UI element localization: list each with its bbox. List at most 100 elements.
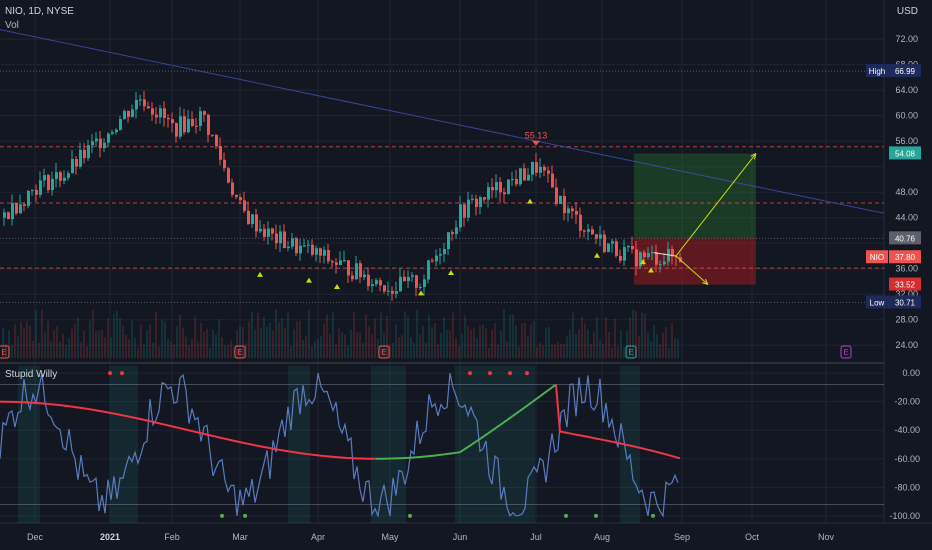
volume-bar <box>527 336 529 358</box>
candle-body <box>623 247 626 261</box>
volume-bar <box>14 324 16 358</box>
earnings-marker-box <box>625 345 637 359</box>
y-tick-label: 44.00 <box>895 213 918 223</box>
candle-body <box>595 234 598 239</box>
indicator-title[interactable]: Stupid Willy <box>5 369 58 380</box>
volume-bar <box>5 343 7 358</box>
signal-line <box>275 448 281 451</box>
signal-line <box>115 413 121 416</box>
candle-body <box>363 274 366 278</box>
signal-line <box>639 446 645 450</box>
signal-line <box>295 451 301 455</box>
volume-bar <box>545 328 547 358</box>
volume-bar <box>422 325 424 358</box>
signal-line <box>167 424 173 428</box>
volume-bar <box>173 344 175 358</box>
volume-bar <box>275 309 277 358</box>
volume-bar <box>446 330 448 358</box>
y-tick-label: 64.00 <box>895 85 918 95</box>
signal-line <box>567 432 573 435</box>
buy-marker <box>594 252 600 258</box>
volume-bar <box>278 321 280 358</box>
candle-body <box>271 228 274 234</box>
candle-body <box>423 279 426 287</box>
volume-bar <box>548 326 550 358</box>
volume-bar <box>461 334 463 358</box>
volume-bar <box>266 326 268 358</box>
signal-line <box>307 453 313 456</box>
time-axis[interactable]: Dec 2021 Feb Mar Apr May Jun Jul Aug Sep Oct Nov <box>27 532 835 542</box>
trendline[interactable] <box>0 29 885 214</box>
candle-body <box>335 262 338 265</box>
candle-body <box>555 187 558 204</box>
signal-line <box>127 415 133 419</box>
volume-bar <box>29 325 31 358</box>
candle-body <box>399 276 402 292</box>
signal-line <box>279 448 285 452</box>
signal-line <box>163 423 169 427</box>
candle-body <box>175 123 178 137</box>
candle-body <box>615 241 618 256</box>
volume-bar <box>614 319 616 358</box>
indicator-tick-label: 0.00 <box>902 368 920 378</box>
volume-bar <box>182 328 184 358</box>
buy-marker <box>648 267 654 273</box>
peak-marker <box>532 140 540 146</box>
volume-bar <box>41 309 43 358</box>
signal-line <box>571 432 577 436</box>
signal-dot <box>120 371 124 376</box>
candle-body <box>503 192 506 195</box>
volume-bar <box>365 313 367 358</box>
signal-line <box>191 430 197 433</box>
candle-body <box>543 166 546 171</box>
signal-dot <box>564 513 568 518</box>
volume-label[interactable]: Vol <box>5 20 19 31</box>
signal-line <box>475 438 481 443</box>
volume-bar <box>362 342 364 358</box>
volume-bar <box>137 347 139 358</box>
candle-body <box>43 175 46 181</box>
candle-body <box>367 274 370 287</box>
candle-body <box>563 196 566 214</box>
earnings-marker: E <box>0 345 10 359</box>
signal-line <box>487 429 493 435</box>
volume-bar <box>230 340 232 358</box>
signal-line <box>267 446 273 450</box>
candle-body <box>319 248 322 256</box>
signal-dot <box>651 513 655 518</box>
candle-body <box>67 173 70 178</box>
earnings-marker: E <box>234 345 246 359</box>
candle-body <box>99 138 102 149</box>
price-badge-value: 37.80 <box>895 253 916 262</box>
volume-bar <box>566 335 568 358</box>
indicator-band <box>288 366 310 523</box>
candle-body <box>7 212 10 220</box>
signal-line <box>607 439 613 443</box>
candle-body <box>619 255 622 261</box>
y-tick-label: 56.00 <box>895 136 918 146</box>
stop-arrow <box>675 255 709 285</box>
risk-reward-zones[interactable] <box>634 153 756 285</box>
volume-bar <box>482 324 484 358</box>
candle-body <box>219 146 222 160</box>
projection-arrows[interactable] <box>653 152 757 286</box>
signal-line <box>503 418 509 424</box>
candle-body <box>215 135 218 147</box>
candle-body <box>523 168 526 181</box>
price-labels: High 66.99 54.08 40.76 NIO 37.80 33.52 Low 30.71 <box>866 64 921 309</box>
x-tick-label: Nov <box>818 532 835 542</box>
candle-body <box>295 238 298 254</box>
volume-bar <box>11 344 13 358</box>
x-tick-label: Aug <box>594 532 610 542</box>
volume-bar <box>83 329 85 358</box>
volume-bar <box>86 346 88 358</box>
candle-body <box>487 187 490 200</box>
candle-body <box>455 227 458 235</box>
volume-bar <box>419 334 421 358</box>
signal-line <box>643 447 649 451</box>
symbol-title[interactable]: NIO, 1D, NYSE <box>5 6 74 17</box>
volume-bar <box>188 345 190 358</box>
volume-bar <box>176 326 178 358</box>
